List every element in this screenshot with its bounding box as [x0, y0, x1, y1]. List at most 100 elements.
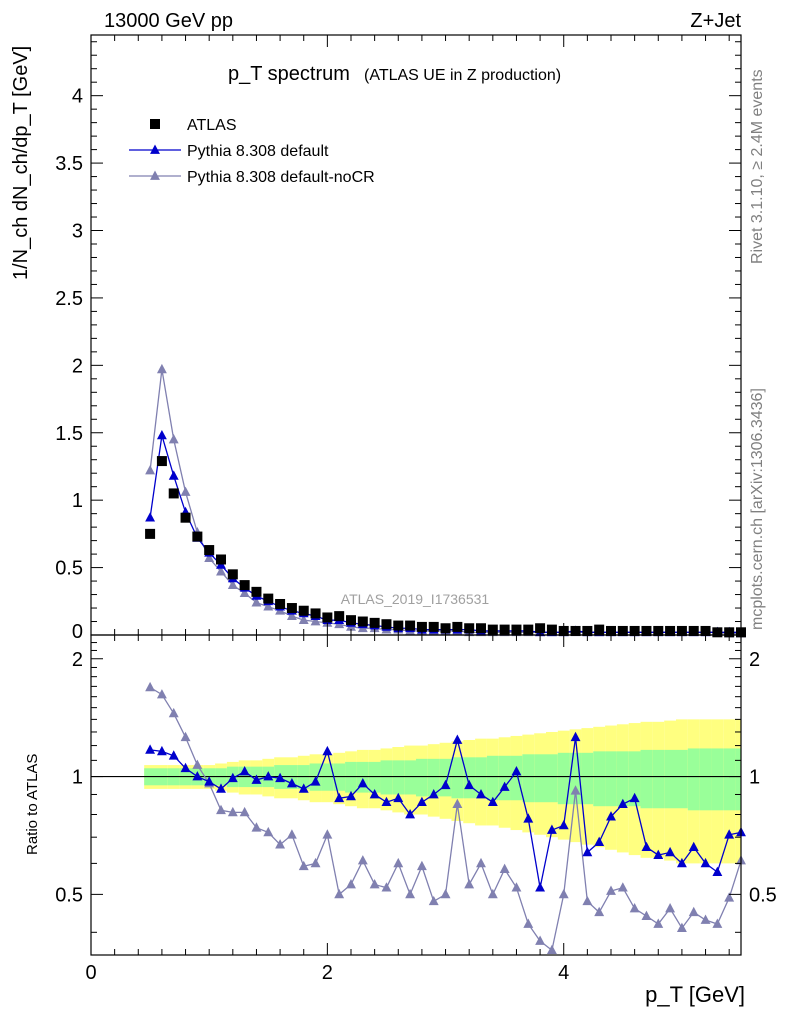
main-ytick-label: 4 — [72, 86, 83, 108]
main-ytick-label: 0.5 — [55, 558, 83, 580]
ratio-point-default — [665, 846, 676, 857]
ratio-plot: 0 2 4 0.5 0.5 1 1 2 2 — [55, 634, 777, 984]
ratio-point-nocr — [665, 903, 676, 913]
point-nocr — [310, 616, 321, 626]
ratio-point-nocr — [676, 922, 687, 932]
ratio-point-default — [275, 772, 286, 783]
ratio-point-nocr — [712, 918, 723, 928]
point-atlas — [688, 625, 699, 636]
ratio-point-nocr — [641, 910, 652, 920]
band-inner-bin — [427, 758, 440, 797]
band-inner-bin — [392, 760, 405, 795]
ratio-point-default — [156, 745, 167, 756]
ratio-point-nocr — [405, 888, 416, 899]
rivet-label: Rivet 3.1.10, ≥ 2.4M events — [749, 69, 766, 264]
ratio-point-nocr — [369, 878, 380, 889]
band-inner-bin — [345, 761, 357, 793]
ratio-point-default — [180, 762, 191, 773]
ratio-point-nocr — [239, 806, 250, 817]
ratio-ytick-label: 2 — [72, 649, 83, 671]
ratio-point-default — [440, 779, 451, 790]
ratio-point-nocr — [617, 882, 628, 892]
point-atlas — [239, 580, 250, 591]
ratio-point-nocr — [393, 857, 404, 868]
ratio-point-default — [535, 882, 546, 892]
main-plot: 0.5 1 1.5 2 2.5 3 3.5 4 0 — [55, 34, 746, 955]
point-nocr — [204, 552, 215, 562]
point-atlas — [416, 621, 427, 632]
ratio-point-nocr — [322, 829, 333, 839]
point-atlas — [712, 627, 723, 638]
band-inner-bin — [605, 751, 617, 807]
legend: ATLAS Pythia 8.308 default Pythia 8.308 de… — [129, 117, 375, 186]
band-inner-bin — [711, 748, 724, 811]
main-ylabel: 1/N_ch dN_ch/dp_T [GeV] — [10, 46, 32, 280]
main-ytick-label-zero: 0 — [72, 621, 83, 643]
ratio-ytick-label-right: 2 — [749, 649, 760, 671]
point-atlas — [216, 554, 226, 565]
point-atlas — [156, 456, 167, 467]
ratio-point-default — [582, 846, 593, 857]
band-inner-bin — [475, 757, 487, 799]
ratio-point-nocr — [298, 860, 309, 871]
xtick-label: 2 — [322, 962, 333, 984]
ratio-point-default — [428, 788, 439, 799]
ratio-point-default — [346, 790, 356, 801]
ratio-point-default — [724, 829, 735, 839]
band-inner-bin — [628, 751, 641, 807]
ratio-point-default — [558, 819, 569, 830]
xtick-label: 4 — [558, 962, 569, 984]
ratio-point-nocr — [357, 855, 368, 865]
point-atlas — [393, 620, 404, 631]
point-atlas — [452, 621, 463, 632]
main-ytick-label: 3.5 — [55, 153, 83, 175]
ratio-point-default — [405, 808, 416, 819]
main-subtitle: (ATLAS UE in Z production) — [364, 67, 561, 84]
ratio-point-default — [546, 824, 557, 834]
band-inner-bin — [534, 754, 546, 803]
point-atlas — [665, 625, 676, 636]
ratio-point-default — [239, 766, 250, 776]
band-inner-bin — [735, 748, 741, 811]
ratio-point-nocr — [227, 806, 238, 817]
point-atlas — [357, 616, 368, 627]
band-inner-bin — [439, 758, 452, 797]
point-nocr — [216, 566, 226, 576]
point-atlas — [523, 624, 534, 635]
band-inner-bin — [498, 755, 511, 801]
point-atlas — [476, 623, 486, 634]
ratio-point-default — [168, 750, 179, 760]
ratio-point-nocr — [440, 888, 451, 899]
ratio-point-nocr — [487, 888, 498, 899]
ratio-point-default — [606, 811, 616, 821]
point-atlas — [334, 611, 345, 622]
point-atlas — [192, 531, 203, 542]
band-inner-bin — [652, 749, 665, 809]
ratio-point-default — [369, 788, 380, 799]
analysis-label: ATLAS_2019_I1736531 — [341, 591, 490, 607]
band-inner-bin — [616, 751, 629, 807]
point-default — [145, 512, 156, 522]
ratio-point-default — [511, 766, 522, 776]
point-atlas — [499, 624, 510, 635]
ratio-frame — [90, 634, 742, 956]
point-atlas — [180, 512, 191, 523]
point-atlas — [322, 612, 333, 623]
band-inner-bin — [486, 755, 499, 801]
point-atlas — [251, 586, 262, 597]
ratio-point-nocr — [156, 689, 167, 699]
band-inner-bin — [723, 748, 736, 811]
ratio-point-default — [192, 771, 203, 781]
point-nocr — [168, 433, 179, 444]
ratio-point-default — [653, 849, 664, 859]
point-atlas — [570, 625, 581, 636]
ratio-point-default — [712, 866, 723, 876]
ratio-point-nocr — [216, 804, 226, 815]
point-atlas — [641, 625, 652, 636]
ratio-point-nocr — [523, 918, 534, 928]
ratio-point-nocr — [251, 822, 262, 832]
ratio-ytick-label-right: 0.5 — [749, 884, 777, 906]
ratio-point-default — [216, 783, 226, 793]
ratio-point-nocr — [499, 863, 510, 874]
main-ytick-label: 1 — [72, 490, 83, 512]
